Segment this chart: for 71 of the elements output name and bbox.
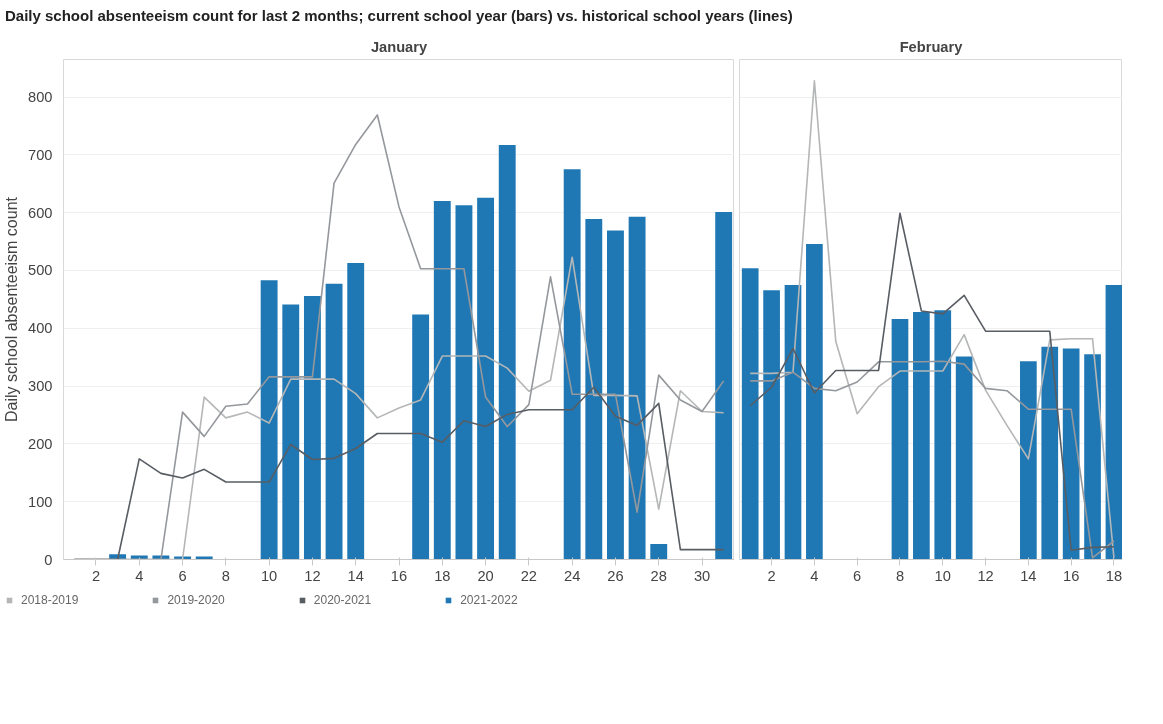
x-tick-label: 26: [607, 567, 624, 584]
chart-subtitle: February: [899, 38, 964, 55]
x-tick-label: 14: [1020, 567, 1037, 584]
x-tick-label: 10: [260, 567, 278, 584]
x-tick-label: 22: [520, 567, 538, 584]
x-tick-label: 8: [221, 567, 230, 584]
x-tick-label: 6: [853, 567, 862, 584]
x-tick-label: 20: [477, 567, 494, 584]
legend-label: 2020-2021: [313, 593, 372, 608]
x-tick-label: 16: [390, 567, 408, 584]
bar: [934, 310, 952, 560]
legend-label: 2021-2022: [460, 593, 518, 608]
bar: [891, 319, 909, 560]
y-tick-label: 400: [28, 320, 53, 337]
y-tick-label: 0: [44, 551, 53, 568]
x-tick-label: 16: [1063, 567, 1080, 584]
x-tick-label: 28: [650, 567, 667, 584]
bar: [1105, 285, 1122, 560]
bar: [741, 268, 759, 560]
bar: [1041, 347, 1059, 560]
bar: [784, 285, 802, 560]
x-tick-label: 2: [91, 567, 101, 584]
chart-subtitle: January: [370, 38, 428, 55]
y-tick-label: 600: [28, 205, 53, 222]
y-tick-label: 300: [28, 378, 53, 395]
bar: [347, 263, 365, 560]
bar: [628, 217, 646, 560]
bar: [152, 555, 170, 560]
bar: [303, 296, 321, 560]
legend-label: 2018-2019: [21, 593, 79, 608]
y-tick-label: 100: [28, 494, 53, 511]
x-tick-label: 4: [135, 567, 144, 584]
bar: [433, 201, 451, 560]
y-tick-label: 800: [28, 89, 53, 106]
bar: [763, 290, 780, 560]
bar: [260, 280, 278, 560]
chart-title: Daily school absenteeism count for last 2 months; current school year (bars) vs. historical school years (lines): [5, 6, 793, 26]
bar: [455, 205, 473, 560]
x-tick-label: 30: [693, 567, 711, 584]
y-tick-label: 200: [28, 436, 53, 453]
bar: [563, 169, 581, 560]
x-tick-label: 2: [767, 567, 776, 584]
x-tick-label: 12: [977, 567, 994, 584]
bar: [477, 198, 495, 560]
legend-label: 2019-2020: [167, 593, 225, 608]
bar: [650, 544, 668, 560]
bar: [1020, 361, 1037, 560]
bar: [412, 314, 430, 560]
bar: [955, 357, 973, 560]
x-tick-label: 14: [347, 567, 364, 584]
bar: [715, 212, 733, 560]
bar: [325, 284, 343, 560]
y-tick-label: 500: [28, 262, 53, 279]
bar: [498, 145, 516, 560]
x-tick-label: 4: [810, 567, 819, 584]
bar: [607, 231, 624, 560]
x-tick-label: 18: [1105, 567, 1123, 584]
y-axis-title: Daily school absenteeism count: [3, 196, 21, 423]
x-tick-label: 24: [564, 567, 581, 584]
bar: [1084, 354, 1101, 560]
x-tick-label: 12: [304, 567, 321, 584]
bar: [282, 305, 300, 560]
bar: [913, 312, 930, 560]
x-tick-label: 8: [895, 567, 905, 584]
bar: [130, 555, 148, 560]
x-tick-label: 18: [434, 567, 451, 584]
bar: [585, 219, 603, 560]
x-tick-label: 10: [934, 567, 951, 584]
y-tick-label: 700: [28, 147, 53, 164]
bar: [806, 244, 823, 560]
x-tick-label: 6: [178, 567, 187, 584]
